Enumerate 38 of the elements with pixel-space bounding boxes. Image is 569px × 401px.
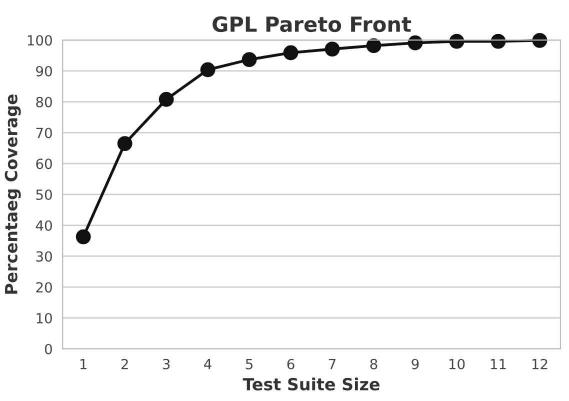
x-tick-label: 7 bbox=[328, 359, 336, 370]
x-tick-label: 3 bbox=[162, 358, 170, 370]
point bbox=[283, 45, 298, 60]
y-tick-label: 60 bbox=[36, 158, 52, 170]
y-tick-label: 20 bbox=[36, 282, 52, 293]
y-tick-label: 90 bbox=[36, 66, 52, 76]
point bbox=[324, 42, 340, 57]
point bbox=[76, 229, 91, 244]
point bbox=[117, 136, 132, 151]
y-tick-label: 10 bbox=[36, 312, 52, 324]
x-tick-label: 1 bbox=[80, 359, 86, 370]
x-tick-label: 5 bbox=[246, 359, 252, 370]
x-tick-label: 9 bbox=[412, 358, 419, 370]
y-tick-label: 40 bbox=[36, 220, 52, 231]
y-tick-label: 0 bbox=[44, 344, 52, 354]
y-tick-label: 80 bbox=[36, 96, 52, 108]
y-tick-label: 50 bbox=[36, 189, 52, 200]
x-tick-label: 10 bbox=[449, 358, 465, 370]
point bbox=[532, 32, 548, 48]
point bbox=[366, 38, 382, 54]
x-tick-label: 4 bbox=[204, 359, 212, 370]
x-tick-label: 2 bbox=[121, 358, 128, 370]
chart-title: GPL Pareto Front bbox=[212, 16, 411, 32]
x-tick-label: 12 bbox=[532, 358, 548, 370]
point bbox=[200, 62, 216, 78]
y-tick-label: 100 bbox=[28, 35, 52, 46]
point bbox=[449, 34, 464, 49]
y-tick-label: 70 bbox=[36, 128, 52, 138]
point bbox=[408, 35, 423, 50]
x-tick-label: 6 bbox=[287, 358, 294, 370]
point bbox=[158, 92, 174, 107]
x-tick-label: 11 bbox=[490, 359, 506, 370]
y-tick-label: 30 bbox=[36, 251, 52, 262]
x-axis-title: Test Suite Size bbox=[242, 378, 380, 390]
y-axis-title: Percentaeg Coverage bbox=[4, 94, 21, 294]
point bbox=[242, 52, 257, 68]
point bbox=[490, 34, 506, 49]
x-tick-label: 8 bbox=[370, 358, 378, 370]
